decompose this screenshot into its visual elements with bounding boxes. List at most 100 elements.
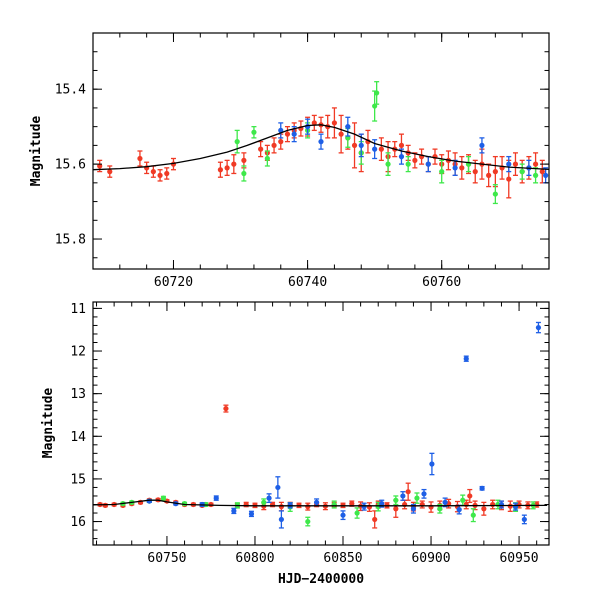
bottom-x-tick-label: 60750 xyxy=(147,551,186,566)
bottom-red-point xyxy=(278,504,284,510)
bottom-red-point xyxy=(305,504,311,510)
top-red-point xyxy=(231,161,237,167)
bottom-blue-point xyxy=(535,324,542,331)
bottom-green-point xyxy=(414,495,420,501)
top-green-point xyxy=(405,161,411,167)
top-blue-point xyxy=(291,131,297,137)
bottom-x-tick-label: 60900 xyxy=(411,551,450,566)
top-red-point xyxy=(224,165,230,171)
top-red-point xyxy=(97,163,103,169)
bottom-panel: Magnitude HJD−2400000 60750 60800 60850 609… xyxy=(41,301,550,587)
top-red-point xyxy=(157,172,163,178)
bottom-blue-point xyxy=(379,501,385,507)
bottom-y-tick-label: 15 xyxy=(70,472,86,487)
bottom-blue-point xyxy=(410,506,417,512)
top-blue-point xyxy=(358,142,364,148)
bottom-red-point xyxy=(507,503,513,509)
bottom-blue-point xyxy=(456,507,462,513)
top-blue-point xyxy=(278,127,284,133)
top-red-point xyxy=(164,170,170,177)
bottom-red-point xyxy=(223,405,229,412)
top-x-tick-label: 60740 xyxy=(288,275,327,290)
top-red-point xyxy=(278,139,284,145)
bottom-red-point xyxy=(490,501,496,508)
bottom-panel-ylabel: Magnitude xyxy=(41,388,56,459)
bottom-green-point xyxy=(437,506,443,512)
top-red-point xyxy=(512,161,519,167)
bottom-blue-point xyxy=(498,501,505,508)
top-green-point xyxy=(532,172,539,178)
top-red-point xyxy=(137,155,143,162)
bottom-x-tick-label: 60950 xyxy=(499,551,538,566)
top-model-curve xyxy=(93,124,549,171)
bottom-red-point xyxy=(372,516,378,523)
bottom-green-point xyxy=(470,512,476,518)
bottom-panel-frame xyxy=(92,301,550,546)
top-blue-point xyxy=(479,142,485,148)
top-red-point xyxy=(241,157,247,163)
top-red-point xyxy=(532,161,539,167)
top-x-tick-label: 60760 xyxy=(422,275,461,290)
top-red-point xyxy=(539,169,545,175)
bottom-green-point xyxy=(460,497,466,503)
top-green-point xyxy=(439,169,445,175)
bottom-y-tick-label: 14 xyxy=(70,430,86,445)
top-blue-point xyxy=(372,146,378,152)
top-red-point xyxy=(351,142,358,148)
bottom-blue-point xyxy=(421,491,427,497)
bottom-red-point xyxy=(349,501,355,507)
bottom-red-point xyxy=(393,506,399,512)
top-red-point xyxy=(107,169,113,175)
bottom-series-green xyxy=(120,492,536,527)
top-y-tick-label: 15.8 xyxy=(55,233,86,248)
bottom-blue-point xyxy=(512,504,519,510)
bottom-panel-xlabel: HJD−2400000 xyxy=(278,572,364,587)
bottom-blue-point xyxy=(463,356,469,362)
bottom-blue-point xyxy=(248,511,255,517)
top-green-point xyxy=(385,161,391,167)
top-red-point xyxy=(284,131,291,137)
top-blue-point xyxy=(398,154,405,160)
bottom-blue-point xyxy=(361,504,367,510)
bottom-blue-point xyxy=(213,495,219,501)
bottom-blue-point xyxy=(442,499,448,505)
top-panel: Magnitude 60720 60740 60760 15.4 15.6 15.8 xyxy=(29,32,550,290)
top-blue-point xyxy=(318,139,324,145)
top-x-tick-label: 60720 xyxy=(154,275,193,290)
bottom-y-tick-label: 13 xyxy=(70,387,86,402)
top-y-tick-label: 15.4 xyxy=(55,83,86,98)
top-red-point xyxy=(271,142,277,148)
bottom-green-point xyxy=(393,497,399,503)
bottom-y-tick-label: 12 xyxy=(70,345,86,360)
top-blue-point xyxy=(452,165,458,171)
bottom-y-tick-label: 11 xyxy=(70,302,86,317)
top-red-point xyxy=(506,176,512,182)
top-green-point xyxy=(264,155,270,162)
top-blue-point xyxy=(425,161,431,167)
top-red-point xyxy=(472,169,478,175)
top-red-point xyxy=(338,131,344,137)
bottom-green-point xyxy=(305,518,311,525)
top-red-point xyxy=(412,157,418,163)
top-red-point xyxy=(311,120,317,126)
top-red-point xyxy=(398,142,405,148)
top-green-point xyxy=(492,191,498,197)
top-series-blue xyxy=(278,116,549,184)
top-panel-ylabel: Magnitude xyxy=(29,116,44,187)
top-red-point xyxy=(217,167,224,173)
top-series-red xyxy=(97,107,545,199)
top-blue-point xyxy=(543,172,549,178)
top-y-tick-label: 15.6 xyxy=(55,158,86,173)
bottom-green-point xyxy=(261,499,267,505)
top-red-point xyxy=(331,120,338,126)
top-green-point xyxy=(234,139,240,145)
top-red-point xyxy=(378,146,384,152)
top-blue-point xyxy=(506,161,512,167)
bottom-red-point xyxy=(405,489,411,495)
bottom-red-point xyxy=(481,506,487,512)
bottom-green-point xyxy=(160,495,167,501)
top-panel-frame xyxy=(92,32,550,270)
bottom-x-tick-label: 60850 xyxy=(323,551,362,566)
top-green-point xyxy=(374,90,380,96)
